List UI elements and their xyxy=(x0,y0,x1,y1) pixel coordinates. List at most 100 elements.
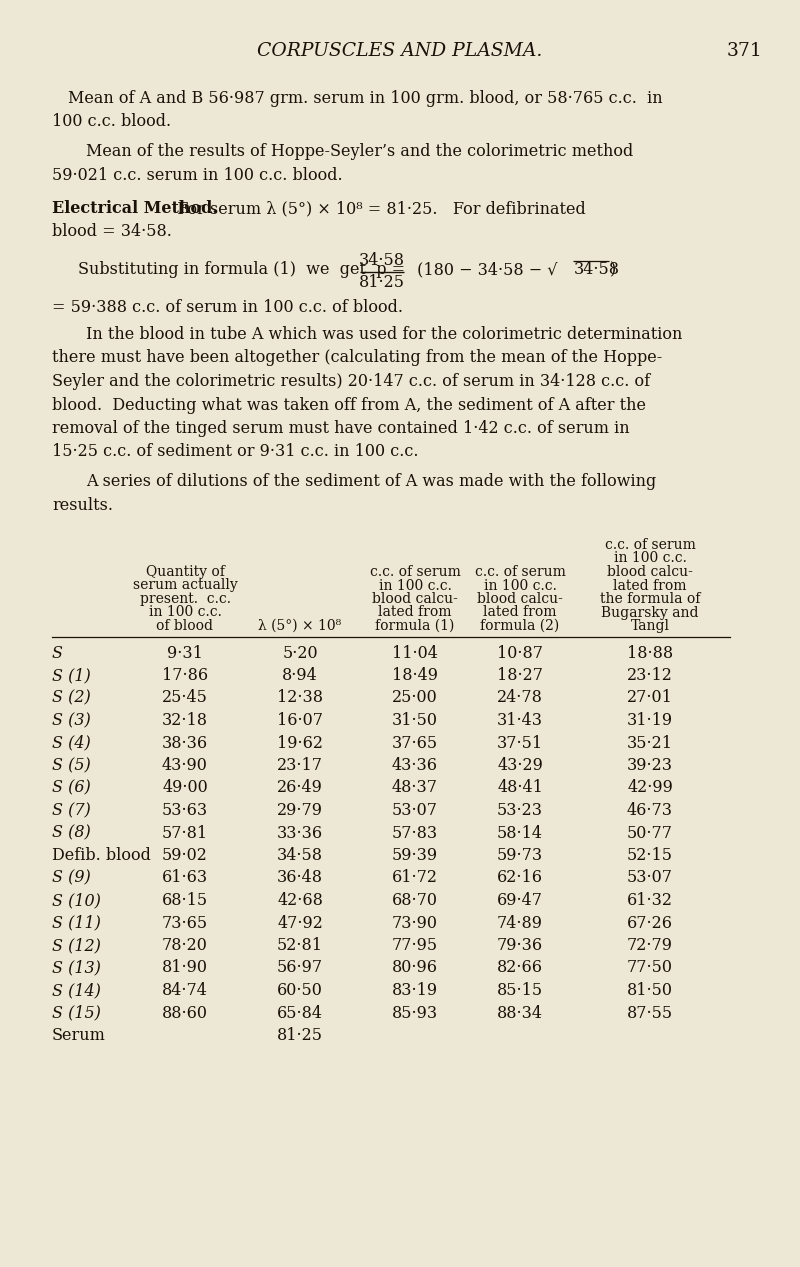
Text: 25·45: 25·45 xyxy=(162,689,208,707)
Text: blood.  Deducting what was taken off from A, the sediment of A after the: blood. Deducting what was taken off from… xyxy=(52,397,646,413)
Text: 61·32: 61·32 xyxy=(627,892,673,908)
Text: 42·68: 42·68 xyxy=(277,892,323,908)
Text: 34·58: 34·58 xyxy=(277,848,323,864)
Text: 33·36: 33·36 xyxy=(277,825,323,841)
Text: 57·81: 57·81 xyxy=(162,825,208,841)
Text: S (9): S (9) xyxy=(52,869,90,887)
Text: 61·63: 61·63 xyxy=(162,869,208,887)
Text: 23·17: 23·17 xyxy=(277,756,323,774)
Text: c.c. of serum: c.c. of serum xyxy=(605,538,695,552)
Text: Tangl: Tangl xyxy=(630,620,670,634)
Text: 62·16: 62·16 xyxy=(497,869,543,887)
Text: 19·62: 19·62 xyxy=(277,735,323,751)
Text: 47·92: 47·92 xyxy=(277,915,323,931)
Text: lated from: lated from xyxy=(614,579,686,593)
Text: 100 c.c. blood.: 100 c.c. blood. xyxy=(52,114,171,131)
Text: 52·15: 52·15 xyxy=(627,848,673,864)
Text: S (10): S (10) xyxy=(52,892,101,908)
Text: 78·20: 78·20 xyxy=(162,938,208,954)
Text: 52·81: 52·81 xyxy=(277,938,323,954)
Text: in 100 c.c.: in 100 c.c. xyxy=(149,606,222,620)
Text: 18·27: 18·27 xyxy=(497,666,543,684)
Text: 82·66: 82·66 xyxy=(497,959,543,977)
Text: 34·58: 34·58 xyxy=(574,261,620,277)
Text: 37·51: 37·51 xyxy=(497,735,543,751)
Text: 56·97: 56·97 xyxy=(277,959,323,977)
Text: 31·50: 31·50 xyxy=(392,712,438,729)
Text: 43·90: 43·90 xyxy=(162,756,208,774)
Text: c.c. of serum: c.c. of serum xyxy=(474,565,566,579)
Text: 53·63: 53·63 xyxy=(162,802,208,818)
Text: = 59·388 c.c. of serum in 100 c.c. of blood.: = 59·388 c.c. of serum in 100 c.c. of bl… xyxy=(52,299,403,315)
Text: 371: 371 xyxy=(726,42,762,60)
Text: blood calcu-: blood calcu- xyxy=(372,592,458,606)
Text: 67·26: 67·26 xyxy=(627,915,673,931)
Text: S (8): S (8) xyxy=(52,825,90,841)
Text: 34·58: 34·58 xyxy=(359,252,405,269)
Text: 17·86: 17·86 xyxy=(162,666,208,684)
Text: 16·07: 16·07 xyxy=(277,712,323,729)
Text: 26·49: 26·49 xyxy=(277,779,323,797)
Text: 53·07: 53·07 xyxy=(392,802,438,818)
Text: Seyler and the colorimetric results) 20·147 c.c. of serum in 34·128 c.c. of: Seyler and the colorimetric results) 20·… xyxy=(52,372,650,390)
Text: present.  c.c.: present. c.c. xyxy=(139,592,230,606)
Text: In the blood in tube A which was used for the colorimetric determination: In the blood in tube A which was used fo… xyxy=(86,326,682,343)
Text: 23·12: 23·12 xyxy=(627,666,673,684)
Text: 48·37: 48·37 xyxy=(392,779,438,797)
Text: 84·74: 84·74 xyxy=(162,982,208,998)
Text: 32·18: 32·18 xyxy=(162,712,208,729)
Text: 31·19: 31·19 xyxy=(627,712,673,729)
Text: 59·73: 59·73 xyxy=(497,848,543,864)
Text: of blood: of blood xyxy=(157,620,214,634)
Text: 83·19: 83·19 xyxy=(392,982,438,998)
Text: in 100 c.c.: in 100 c.c. xyxy=(483,579,557,593)
Text: 87·55: 87·55 xyxy=(627,1005,673,1021)
Text: 46·73: 46·73 xyxy=(627,802,673,818)
Text: lated from: lated from xyxy=(378,606,452,620)
Text: S (2): S (2) xyxy=(52,689,90,707)
Text: 15·25 c.c. of sediment or 9·31 c.c. in 100 c.c.: 15·25 c.c. of sediment or 9·31 c.c. in 1… xyxy=(52,443,418,460)
Text: ): ) xyxy=(610,261,616,277)
Text: 88·60: 88·60 xyxy=(162,1005,208,1021)
Text: 59·021 c.c. serum in 100 c.c. blood.: 59·021 c.c. serum in 100 c.c. blood. xyxy=(52,166,342,184)
Text: 42·99: 42·99 xyxy=(627,779,673,797)
Text: the formula of: the formula of xyxy=(600,592,700,606)
Text: 53·07: 53·07 xyxy=(627,869,673,887)
Text: 74·89: 74·89 xyxy=(497,915,543,931)
Text: 69·47: 69·47 xyxy=(497,892,543,908)
Text: c.c. of serum: c.c. of serum xyxy=(370,565,461,579)
Text: 11·04: 11·04 xyxy=(392,645,438,661)
Text: Bugarsky and: Bugarsky and xyxy=(602,606,698,620)
Text: 85·93: 85·93 xyxy=(392,1005,438,1021)
Text: 53·23: 53·23 xyxy=(497,802,543,818)
Text: 73·90: 73·90 xyxy=(392,915,438,931)
Text: 68·70: 68·70 xyxy=(392,892,438,908)
Text: blood calcu-: blood calcu- xyxy=(477,592,563,606)
Text: 61·72: 61·72 xyxy=(392,869,438,887)
Text: 59·39: 59·39 xyxy=(392,848,438,864)
Text: 18·49: 18·49 xyxy=(392,666,438,684)
Text: there must have been altogether (calculating from the mean of the Hoppe-: there must have been altogether (calcula… xyxy=(52,350,662,366)
Text: 73·65: 73·65 xyxy=(162,915,208,931)
Text: removal of the tinged serum must have contained 1·42 c.c. of serum in: removal of the tinged serum must have co… xyxy=(52,419,630,437)
Text: 88·34: 88·34 xyxy=(497,1005,543,1021)
Text: (180 − 34·58 − √: (180 − 34·58 − √ xyxy=(412,261,558,277)
Text: S (15): S (15) xyxy=(52,1005,101,1021)
Text: results.: results. xyxy=(52,497,113,513)
Text: 58·14: 58·14 xyxy=(497,825,543,841)
Text: 81·25: 81·25 xyxy=(277,1028,323,1044)
Text: in 100 c.c.: in 100 c.c. xyxy=(378,579,451,593)
Text: lated from: lated from xyxy=(483,606,557,620)
Text: 79·36: 79·36 xyxy=(497,938,543,954)
Text: S (11): S (11) xyxy=(52,915,101,931)
Text: 48·41: 48·41 xyxy=(497,779,543,797)
Text: Defib. blood: Defib. blood xyxy=(52,848,151,864)
Text: 43·29: 43·29 xyxy=(497,756,543,774)
Text: blood = 34·58.: blood = 34·58. xyxy=(52,223,172,241)
Text: 35·21: 35·21 xyxy=(627,735,673,751)
Text: S (7): S (7) xyxy=(52,802,90,818)
Text: 25·00: 25·00 xyxy=(392,689,438,707)
Text: 81·90: 81·90 xyxy=(162,959,208,977)
Text: S (12): S (12) xyxy=(52,938,101,954)
Text: 77·95: 77·95 xyxy=(392,938,438,954)
